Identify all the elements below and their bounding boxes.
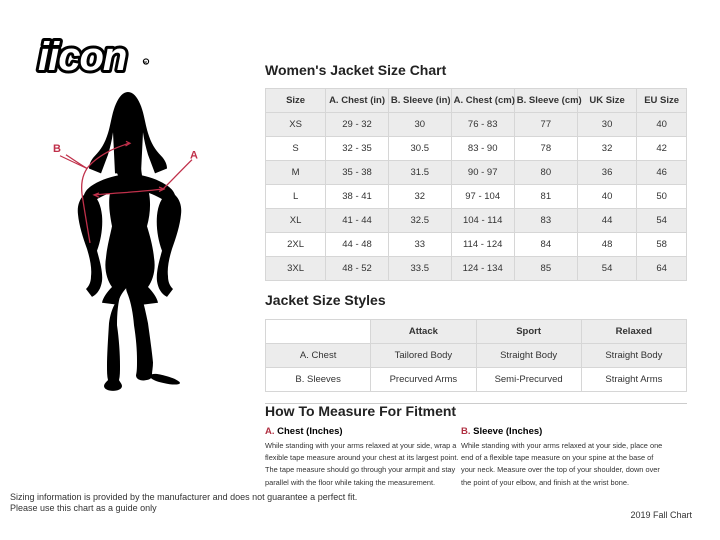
svg-text:B: B (53, 143, 61, 155)
svg-text:A: A (190, 150, 198, 162)
